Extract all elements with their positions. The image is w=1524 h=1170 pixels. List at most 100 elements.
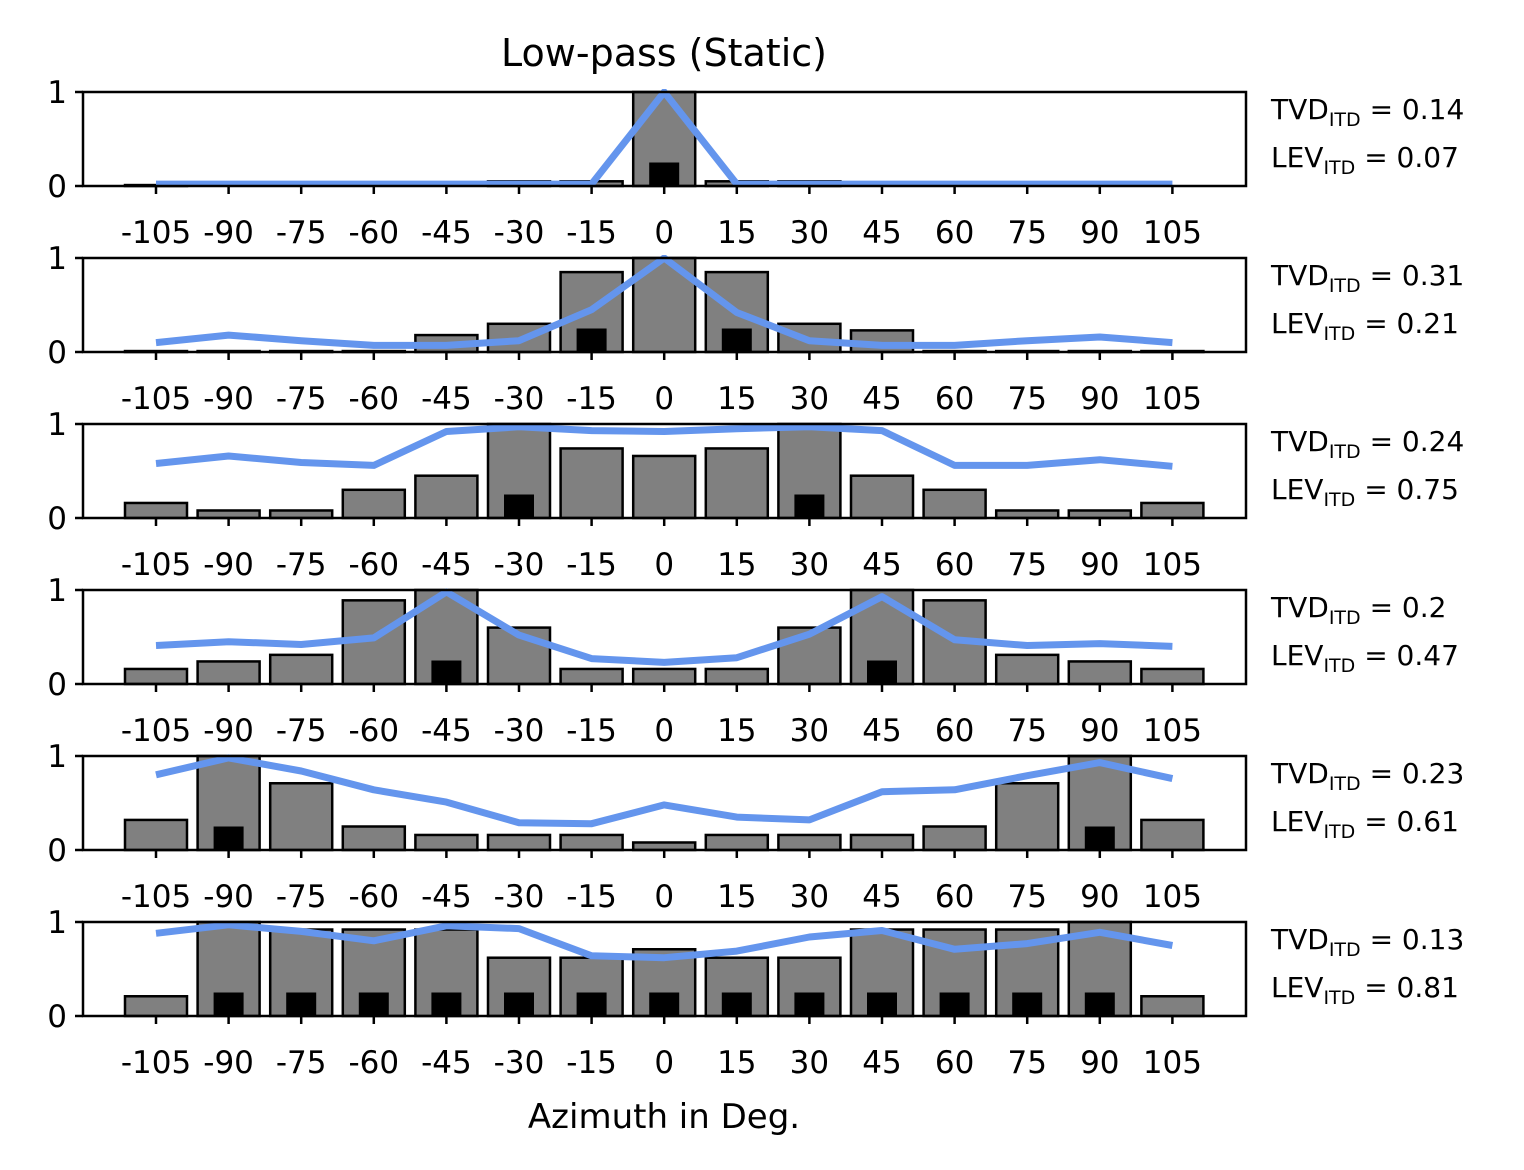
y-tick-label: 1 — [47, 407, 67, 443]
lev-annotation: LEVITD = 0.47 — [1271, 639, 1459, 677]
x-tick-label: -90 — [203, 381, 254, 417]
tvd-annotation: TVDITD = 0.14 — [1270, 93, 1464, 131]
bar — [123, 501, 189, 520]
x-axis-label: Azimuth in Deg. — [528, 1097, 800, 1137]
x-tick-label: -75 — [276, 381, 327, 417]
x-tick-label: -15 — [566, 1045, 617, 1081]
x-tick-label: -15 — [566, 547, 617, 583]
bar — [559, 833, 624, 852]
lev-annotation: LEVITD = 0.81 — [1271, 971, 1459, 1009]
bar — [1140, 667, 1205, 686]
x-tick-label: 45 — [862, 879, 901, 915]
y-tick-label: 0 — [47, 833, 67, 869]
bar-marker — [1084, 992, 1115, 1016]
x-tick-label: -30 — [494, 215, 545, 251]
x-tick-label: -90 — [203, 547, 254, 583]
bar — [268, 653, 334, 686]
tvd-annotation: TVDITD = 0.2 — [1270, 591, 1446, 629]
x-tick-label: 15 — [717, 713, 756, 749]
bar — [922, 488, 987, 520]
x-tick-label: 15 — [717, 1045, 756, 1081]
y-tick-label: 0 — [47, 501, 67, 537]
x-tick-label: 30 — [790, 713, 829, 749]
x-tick-label: -15 — [566, 879, 617, 915]
bar-marker — [504, 992, 534, 1016]
bar-marker — [504, 494, 534, 518]
x-tick-label: -75 — [276, 1045, 327, 1081]
y-tick-label: 1 — [47, 905, 67, 941]
bar-marker — [649, 162, 680, 186]
x-tick-label: 60 — [935, 879, 974, 915]
x-tick-label: 0 — [654, 879, 674, 915]
bar-marker — [1084, 826, 1115, 850]
bar — [196, 660, 261, 686]
lev-annotation: LEVITD = 0.75 — [1271, 473, 1459, 511]
x-tick-label: 45 — [862, 1045, 901, 1081]
tvd-annotation: TVDITD = 0.31 — [1270, 259, 1464, 297]
x-tick-label: -30 — [494, 1045, 545, 1081]
x-tick-label: 30 — [790, 1045, 829, 1081]
y-tick-label: 1 — [47, 739, 67, 775]
x-tick-label: -105 — [121, 713, 191, 749]
x-tick-label: 90 — [1080, 1045, 1119, 1081]
bar-marker — [649, 992, 680, 1016]
y-tick-label: 0 — [47, 169, 67, 205]
x-tick-label: 45 — [862, 381, 901, 417]
bar-marker — [794, 494, 825, 518]
subplot-grid: 0 1 -105 -90 -75 -60 -45 -30 -15 0 15 30 45 60 75 90 105… — [47, 75, 1464, 1081]
bar — [341, 825, 407, 852]
x-tick-label: 90 — [1080, 713, 1119, 749]
x-tick-label: -105 — [121, 547, 191, 583]
y-tick-label: 1 — [47, 573, 67, 609]
x-tick-label: -90 — [203, 879, 254, 915]
x-tick-label: 0 — [654, 215, 674, 251]
x-tick-label: 105 — [1143, 381, 1202, 417]
bar-marker — [213, 992, 244, 1016]
x-tick-label: -45 — [421, 215, 472, 251]
bar — [1067, 660, 1133, 686]
x-tick-label: -60 — [348, 713, 399, 749]
bar — [849, 474, 915, 520]
subplot-6: 0 1 -105 -90 -75 -60 -45 -30 -15 0 15 30 45 60 75 90 105… — [47, 905, 1464, 1081]
series-line — [155, 588, 1173, 666]
x-tick-label: 75 — [1007, 547, 1046, 583]
x-tick-label: 90 — [1080, 547, 1119, 583]
x-tick-label: 15 — [717, 547, 756, 583]
bar — [123, 818, 189, 852]
y-tick-label: 1 — [47, 75, 67, 111]
x-tick-label: -30 — [494, 879, 545, 915]
bar — [631, 667, 697, 686]
x-tick-label: -75 — [276, 713, 327, 749]
x-tick-label: 75 — [1007, 215, 1046, 251]
x-tick-label: 15 — [717, 879, 756, 915]
lev-annotation: LEVITD = 0.07 — [1271, 141, 1459, 179]
x-tick-label: 75 — [1007, 713, 1046, 749]
y-tick-label: 0 — [47, 667, 67, 703]
lev-annotation: LEVITD = 0.21 — [1271, 307, 1459, 345]
x-tick-label: 45 — [862, 547, 901, 583]
bar-marker — [431, 660, 462, 684]
bar — [559, 667, 624, 686]
subplot-4: 0 1 -105 -90 -75 -60 -45 -30 -15 0 15 30 45 60 75 90 105… — [47, 573, 1459, 749]
bar-marker — [358, 992, 389, 1016]
bar — [704, 667, 770, 686]
x-tick-label: 90 — [1080, 381, 1119, 417]
x-tick-label: -105 — [121, 879, 191, 915]
bar — [559, 447, 624, 520]
x-tick-label: -75 — [276, 879, 327, 915]
bar — [994, 653, 1060, 686]
bar — [1140, 818, 1205, 852]
bar-marker — [1012, 992, 1043, 1016]
lev-annotation: LEVITD = 0.61 — [1271, 805, 1459, 843]
bar-marker — [576, 992, 607, 1016]
x-tick-label: -45 — [421, 879, 472, 915]
x-tick-label: -45 — [421, 381, 472, 417]
x-tick-label: 90 — [1080, 215, 1119, 251]
x-tick-label: 0 — [654, 547, 674, 583]
x-tick-label: 30 — [790, 879, 829, 915]
x-tick-label: -105 — [121, 381, 191, 417]
bar — [414, 474, 479, 520]
x-tick-label: 90 — [1080, 879, 1119, 915]
subplot-2: 0 1 -105 -90 -75 -60 -45 -30 -15 0 15 30 45 60 75 90 105… — [47, 241, 1464, 417]
